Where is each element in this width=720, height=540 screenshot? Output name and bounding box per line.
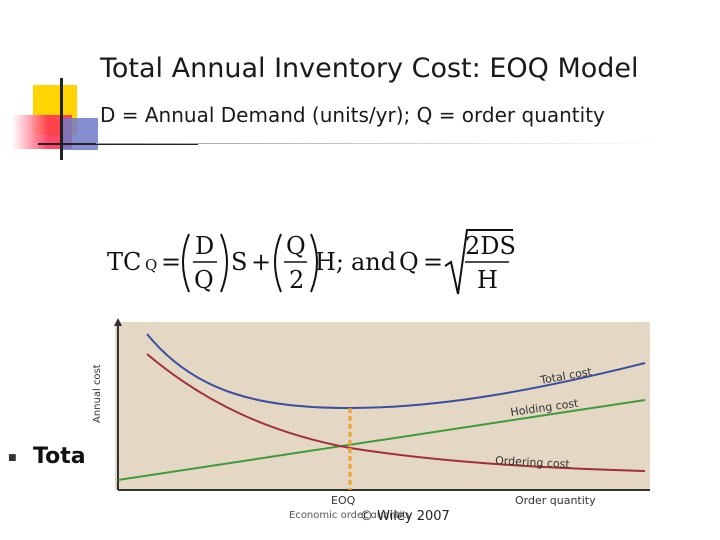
paren-open-1 — [182, 233, 190, 293]
frac1-numerator: D — [195, 232, 214, 260]
formula-tc: TC — [107, 248, 141, 276]
paren-open-2 — [274, 233, 282, 293]
title-underline — [96, 143, 664, 144]
x-axis-caption: Economic order quantity — [289, 510, 412, 518]
sqrt-sign — [444, 229, 513, 295]
decor-blue-square — [62, 118, 98, 150]
frac2-denominator: 2 — [289, 266, 304, 294]
eoq-chart: Annual cost Total cost Holding cost Orde… — [92, 318, 650, 518]
paren-close-2 — [310, 233, 318, 293]
eoq-label: EOQ — [331, 494, 356, 507]
formula-equals-1: = — [161, 248, 181, 276]
formula-plus: + — [251, 248, 271, 276]
slide-title: Total Annual Inventory Cost: EOQ Model — [100, 53, 639, 84]
series-label-ordering-cost: Ordering cost — [495, 454, 571, 471]
x-axis-label: Order quantity — [515, 494, 596, 507]
frac3-denominator: H — [477, 266, 498, 294]
frac1-denominator: Q — [194, 266, 214, 294]
formula-tc-subscript: Q — [145, 256, 157, 274]
chart-background — [115, 322, 650, 490]
copyright-notice: © Wiley 2007 — [360, 509, 450, 524]
frac2-numerator: Q — [286, 232, 306, 260]
eoq-formula: TC Q = D Q S + Q 2 H; and Q = 2DS H — [107, 229, 516, 295]
bullet-marker: ■ — [8, 453, 17, 463]
y-axis-arrow — [114, 318, 122, 326]
slide-subtitle: D = Annual Demand (units/yr); Q = order … — [100, 103, 605, 127]
formula-equals-2: = — [423, 248, 443, 276]
formula-q: Q — [399, 248, 419, 276]
y-axis-label: Annual cost — [92, 364, 103, 423]
formula-h-semicolon: H; — [315, 248, 344, 276]
decor-vertical-line — [60, 78, 63, 160]
formula-and: and — [351, 248, 396, 276]
formula-s: S — [231, 248, 247, 276]
total-cost-curve — [146, 333, 646, 410]
paren-close-1 — [220, 233, 228, 293]
bullet-text: Tota — [33, 444, 86, 469]
holding-cost-line — [117, 399, 646, 481]
frac3-numerator: 2DS — [465, 232, 516, 260]
decor-horizontal-line — [38, 143, 198, 145]
